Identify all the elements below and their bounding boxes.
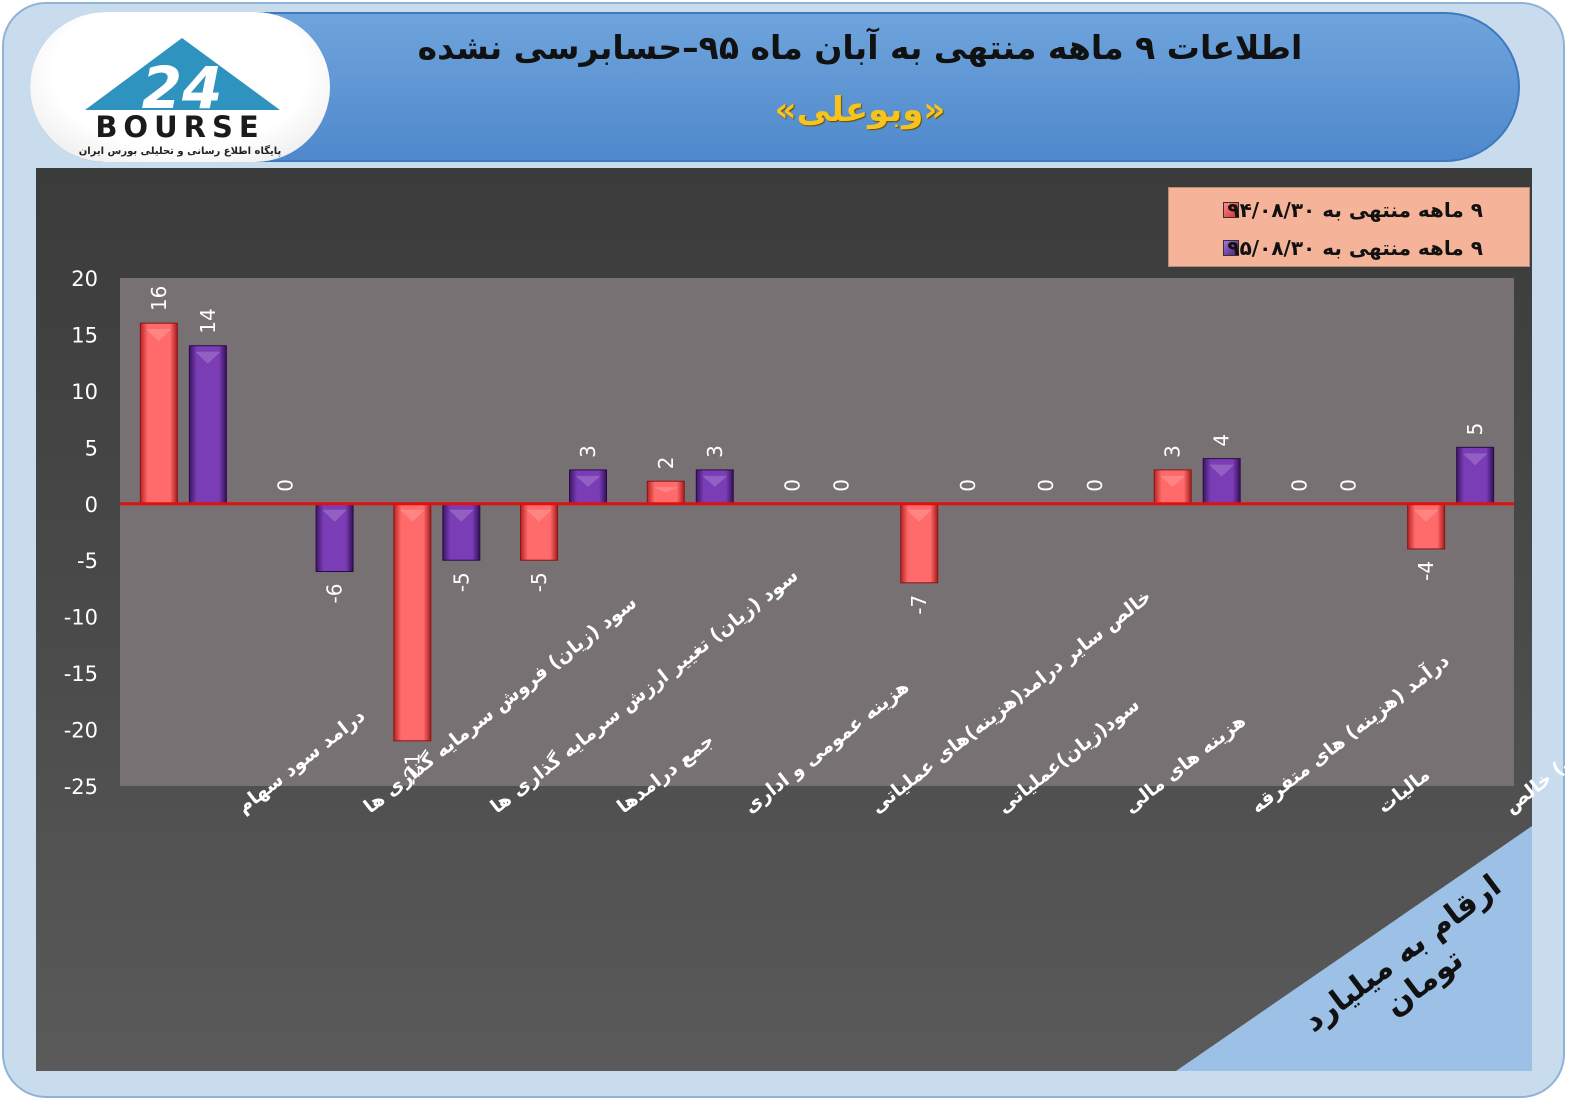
legend: ۹ ماهه منتهی به ۹۴/۰۸/۳۰ ۹ ماهه منتهی به… [1168, 187, 1530, 267]
bar-bevel [575, 475, 601, 487]
data-label: 4 [1210, 434, 1234, 447]
bar-bevel [653, 487, 679, 493]
y-tick-label: 20 [71, 267, 98, 291]
bar-series2 [315, 503, 354, 573]
logo-mark-text: 24 [142, 54, 223, 122]
units-badge [1176, 826, 1532, 1071]
data-label: 0 [1336, 479, 1360, 492]
bar-series1 [1407, 503, 1446, 550]
y-tick-label: -5 [77, 549, 98, 573]
page-title: اطلاعات ۹ ماهه منتهی به آبان ماه ۹۵–حساب… [417, 28, 1303, 67]
bar-bevel [1413, 509, 1439, 522]
bar-series2 [188, 345, 227, 505]
logo: 24 BOURSE پایگاه اطلاع رسانی و تحلیلی بو… [30, 12, 330, 162]
logo-text: BOURSE [95, 110, 265, 144]
bar-bevel [1462, 453, 1488, 466]
bar-bevel [195, 351, 221, 364]
bar-series2 [1202, 458, 1241, 505]
bar-bevel [1209, 464, 1235, 477]
data-label: 0 [1287, 479, 1311, 492]
bar-series1 [900, 503, 939, 584]
bar-bevel [906, 509, 932, 522]
data-label: 3 [576, 445, 600, 458]
data-label: -6 [323, 584, 347, 604]
data-label: 3 [1161, 445, 1185, 458]
bar-bevel [448, 509, 474, 522]
data-label: 2 [654, 456, 678, 469]
legend-swatch-2 [1223, 240, 1239, 256]
y-tick-label: 0 [85, 493, 98, 517]
logo-mark-icon: 24 [85, 38, 280, 122]
bar-bevel [1160, 475, 1186, 487]
bar-bevel [322, 509, 348, 522]
data-label: -4 [1414, 561, 1438, 581]
y-tick-label: -25 [64, 775, 98, 799]
bar-bevel [526, 509, 552, 522]
data-label: 14 [196, 308, 220, 333]
bar-series2 [1456, 446, 1495, 505]
data-label: -5 [449, 572, 473, 592]
y-tick-label: -20 [64, 719, 98, 743]
bar-series1 [520, 503, 559, 561]
y-tick-label: -15 [64, 662, 98, 686]
bar-bevel [399, 509, 425, 522]
legend-item-1: ۹ ماهه منتهی به ۹۴/۰۸/۳۰ [1227, 198, 1483, 222]
legend-swatch-1 [1223, 202, 1239, 218]
bar-series1 [139, 322, 178, 505]
logo-subtitle: پایگاه اطلاع رسانی و تحلیلی بورس ایران [78, 146, 282, 157]
data-label: 0 [274, 479, 298, 492]
company-name: «وبوعلی» [774, 90, 946, 130]
y-tick-label: 15 [71, 323, 98, 347]
data-label: -21 [400, 753, 424, 786]
legend-item-2: ۹ ماهه منتهی به ۹۵/۰۸/۳۰ [1227, 236, 1483, 260]
data-label: 0 [956, 479, 980, 492]
data-label: 0 [781, 479, 805, 492]
bar-series2 [569, 469, 608, 505]
data-label: 0 [830, 479, 854, 492]
bar-series1 [393, 503, 432, 742]
y-tick-label: -10 [64, 606, 98, 630]
bar-series1 [1153, 469, 1192, 505]
data-label: -5 [527, 572, 551, 592]
data-label: 3 [703, 445, 727, 458]
bar-bevel [146, 329, 172, 342]
data-label: 16 [147, 286, 171, 311]
bar-bevel [702, 475, 728, 487]
data-label: -7 [907, 595, 931, 615]
y-tick-label: 5 [85, 436, 98, 460]
y-tick-label: 10 [71, 380, 98, 404]
data-label: 0 [1034, 479, 1058, 492]
data-label: 0 [1083, 479, 1107, 492]
bar-series2 [442, 503, 481, 561]
data-label: 5 [1463, 423, 1487, 436]
